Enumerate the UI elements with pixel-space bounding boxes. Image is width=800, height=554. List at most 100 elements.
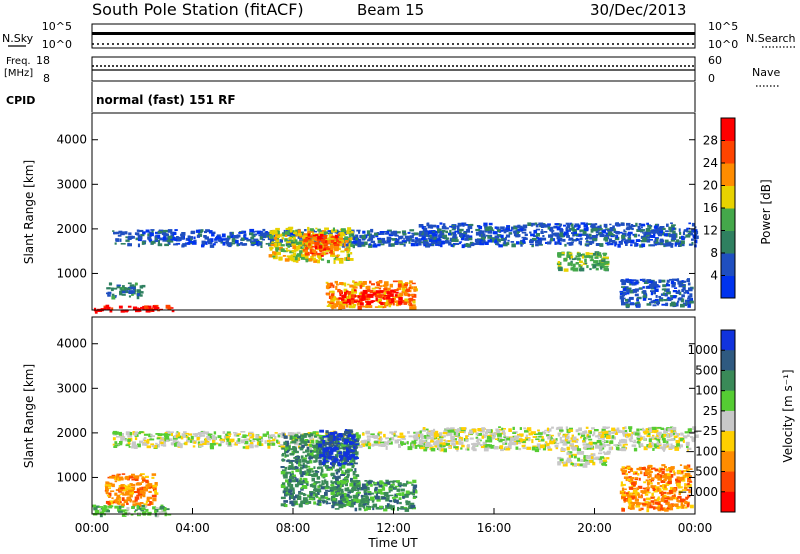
data-cell <box>298 458 302 463</box>
data-cell <box>531 446 536 451</box>
data-cell <box>291 450 296 455</box>
data-cell <box>380 443 385 447</box>
data-cell <box>275 235 281 239</box>
data-cell <box>249 443 254 447</box>
data-cell <box>691 229 695 233</box>
data-cell <box>353 289 357 292</box>
data-cell <box>599 233 603 237</box>
data-cell <box>271 233 274 236</box>
data-cell <box>317 490 322 493</box>
data-cell <box>340 455 344 460</box>
data-cell <box>505 447 511 451</box>
data-cell <box>304 470 307 475</box>
data-cell <box>671 426 677 431</box>
data-cell <box>529 240 534 243</box>
data-cell <box>577 257 581 261</box>
data-cell <box>163 235 166 239</box>
data-cell <box>240 241 243 245</box>
data-cell <box>268 254 273 258</box>
data-cell <box>488 222 493 226</box>
data-cell <box>307 240 313 243</box>
data-cell <box>124 476 129 480</box>
data-cell <box>346 431 350 435</box>
data-cell <box>162 229 167 233</box>
data-cell <box>285 247 288 250</box>
data-cell <box>268 243 273 246</box>
data-cell <box>435 440 440 444</box>
data-cell <box>593 260 598 264</box>
data-cell <box>142 231 146 235</box>
data-cell <box>653 301 658 304</box>
data-cell <box>387 287 391 291</box>
data-cell <box>166 240 171 243</box>
data-cell <box>471 447 474 450</box>
data-cell <box>528 428 531 432</box>
data-cell <box>124 439 127 442</box>
data-cell <box>398 301 403 305</box>
data-cell <box>627 298 631 302</box>
data-cell <box>299 235 303 238</box>
data-cell <box>286 471 291 474</box>
data-cell <box>448 241 452 246</box>
data-cell <box>347 255 350 260</box>
data-cell <box>398 444 401 448</box>
y-tick-label: 3000 <box>56 177 87 191</box>
data-cell <box>582 440 585 443</box>
data-cell <box>295 241 300 245</box>
data-cell <box>399 435 405 439</box>
data-cell <box>157 230 163 234</box>
data-cell <box>486 436 491 440</box>
data-cell <box>135 283 138 285</box>
data-cell <box>323 452 326 456</box>
data-cell <box>145 440 150 444</box>
data-cell <box>384 483 388 486</box>
data-cell <box>127 305 132 308</box>
data-cell <box>419 430 422 434</box>
data-cell <box>408 287 412 289</box>
data-cell <box>563 441 567 445</box>
data-cell <box>382 296 385 300</box>
data-cell <box>346 298 350 302</box>
data-cell <box>632 487 637 490</box>
data-cell <box>272 255 278 260</box>
data-cell <box>169 438 173 441</box>
data-cell <box>266 439 271 443</box>
data-cell <box>624 429 628 432</box>
data-cell <box>164 432 168 434</box>
data-cell <box>196 437 200 441</box>
data-cell <box>308 494 313 499</box>
data-cell <box>507 229 513 232</box>
data-cell <box>407 446 413 451</box>
data-cell <box>397 283 402 288</box>
data-cell <box>175 237 181 241</box>
data-cell <box>632 289 638 293</box>
data-cell <box>662 292 665 296</box>
data-cell <box>326 283 331 287</box>
data-cell <box>471 443 475 445</box>
data-cell <box>285 242 291 246</box>
data-cell <box>540 444 545 449</box>
data-cell <box>452 239 457 241</box>
data-cell <box>522 438 526 441</box>
data-cell <box>340 493 344 498</box>
data-cell <box>299 468 302 472</box>
data-cell <box>666 440 669 445</box>
data-cell <box>642 297 647 301</box>
data-cell <box>301 472 306 476</box>
data-cell <box>585 227 589 229</box>
data-cell <box>289 239 294 242</box>
data-cell <box>349 482 354 487</box>
data-cell <box>659 226 665 228</box>
data-cell <box>522 239 526 244</box>
data-cell <box>250 442 254 445</box>
data-cell <box>343 288 348 293</box>
data-cell <box>359 285 363 289</box>
data-cell <box>631 283 636 286</box>
data-cell <box>563 268 569 272</box>
data-cell <box>283 435 288 439</box>
data-cell <box>608 446 613 451</box>
data-cell <box>608 243 614 246</box>
data-cell <box>133 445 138 449</box>
nave-label: Nave <box>752 66 780 79</box>
data-cell <box>107 292 110 297</box>
